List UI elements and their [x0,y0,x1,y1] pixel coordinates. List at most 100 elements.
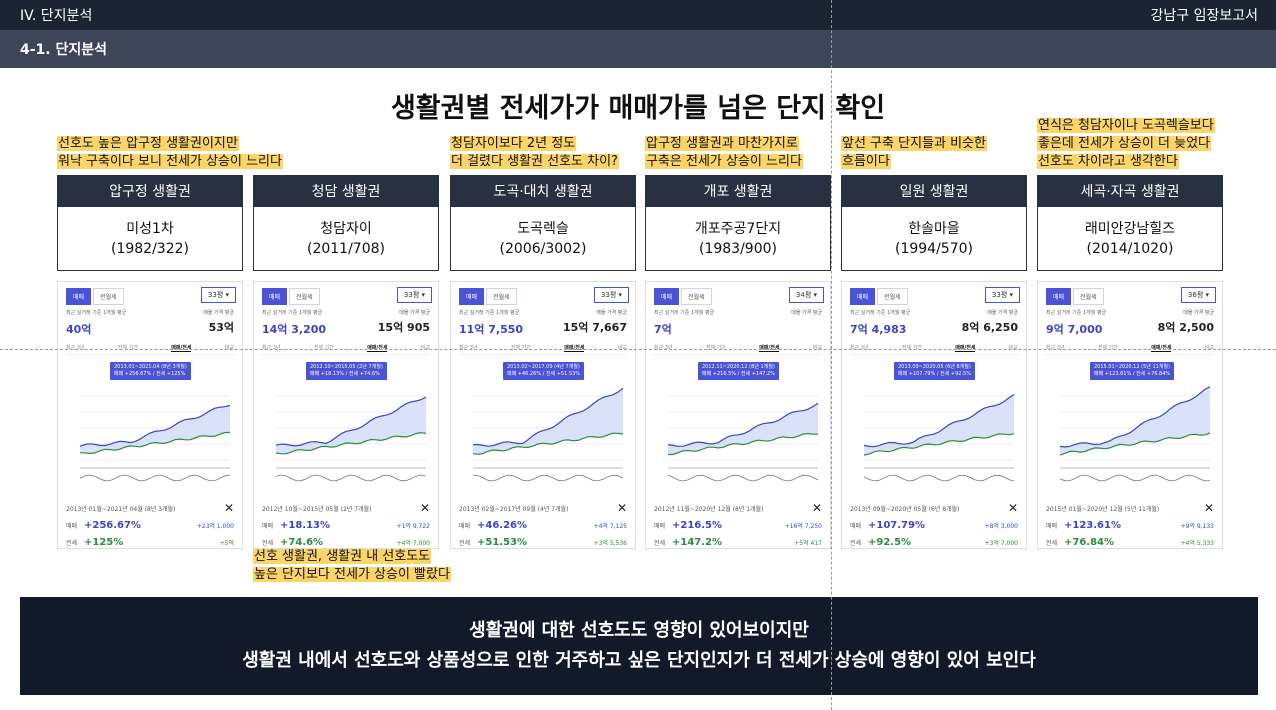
close-icon[interactable]: ✕ [616,501,627,515]
ask-avg-label: 매물 가격 평균 [399,310,430,316]
tab-3y[interactable]: 최근 3년 [66,345,85,351]
tab-sale-jeonse[interactable]: 매매/전세 [1151,345,1172,352]
tab-sale[interactable]: 매매 [654,288,680,305]
size-select[interactable]: 33평 ▾ [593,287,629,303]
tab-sale[interactable]: 매매 [850,288,876,305]
conclusion-line-1: 생활권에 대한 선호도도 영향이 있어보이지만 [469,620,809,641]
period-summary: 2012년 11월~2020년 12월 (8년 1개월) [654,506,764,513]
tab-all[interactable]: 전체 기간 [313,345,334,351]
volume-line [863,474,1015,482]
period-tabs: 최근 3년 전체 기간 매매/전세 비교 [1046,344,1214,355]
recent-avg-label: 최근 실거래 기준 1개월 평균 [262,310,323,316]
tab-sale[interactable]: 매매 [66,288,92,305]
tab-compare[interactable]: 비교 [420,345,430,351]
tab-sale[interactable]: 매매 [1046,288,1072,305]
note-irwon: 앞선 구축 단지들과 비슷한 흐름이다 [841,136,987,169]
tab-compare[interactable]: 비교 [812,345,822,351]
jeonse-line [1059,432,1211,456]
tab-jeonse[interactable]: 전월세 [486,288,517,305]
note-segok: 연식은 청담자이나 도곡렉슬보다 좋은데 전세가 상승이 더 늦었다 선호도 차이라… [1037,118,1215,169]
size-select[interactable]: 36평 ▾ [1180,287,1216,303]
complex-name-box: 도곡렉슬 (2006/3002) [450,207,636,271]
ask-price: 8억 6,250 [961,321,1018,334]
tab-sale-jeonse[interactable]: 매매/전세 [759,345,780,352]
area-header: 일원 생활권 [841,175,1027,207]
tab-all[interactable]: 전체 기간 [117,345,138,351]
recent-price: 40억 [66,323,92,336]
period-tabs: 최근 3년 전체 기간 매매/전세 비교 [654,344,822,355]
sale-line [667,402,819,447]
recent-avg-label: 최근 실거래 기준 1개월 평균 [1046,310,1107,316]
subsection-label: 4-1. 단지분석 [20,42,108,58]
tab-sale-jeonse[interactable]: 매매/전세 [171,345,192,352]
complex-name-box: 청담자이 (2011/708) [253,207,439,271]
sale-change-row: 매매 +216.5% +16억 7,250 [654,520,822,531]
volume-line [79,474,231,482]
close-icon[interactable]: ✕ [1203,501,1214,515]
note-gaepo: 압구정 생활권과 마찬가지로 구축은 전세가 상승이 느리다 [645,136,803,169]
area-header: 청담 생활권 [253,175,439,207]
tab-compare[interactable]: 비교 [617,345,627,351]
tab-3y[interactable]: 최근 3년 [262,345,281,351]
conclusion-box: 생활권에 대한 선호도도 영향이 있어보이지만 생활권 내에서 선호도와 상품성… [20,597,1258,695]
period-summary: 2013년 09월~2020년 05월 (6년 8개월) [850,506,960,513]
period-tabs: 최근 3년 전체 기간 매매/전세 비교 [262,344,430,355]
jeonse-change-row: 전세 +51.53% +3억 5,536 [459,537,627,548]
tab-compare[interactable]: 비교 [224,345,234,351]
size-select[interactable]: 34평 ▾ [788,287,824,303]
deal-tabs: 매매 전월세 [1046,288,1104,305]
ask-avg-label: 매물 가격 평균 [1183,310,1214,316]
tab-3y[interactable]: 최근 3년 [850,345,869,351]
tab-all[interactable]: 전체 기간 [1097,345,1118,351]
tab-jeonse[interactable]: 전월세 [877,288,908,305]
sale-change-row: 매매 +256.67% +23억 1,000 [66,520,234,531]
tab-sale[interactable]: 매매 [262,288,288,305]
tab-all[interactable]: 전체 기간 [510,345,531,351]
area-header: 세곡·자곡 생활권 [1037,175,1223,207]
period-tabs: 최근 3년 전체 기간 매매/전세 비교 [66,344,234,355]
gap-area [473,388,623,455]
tab-all[interactable]: 전체 기간 [901,345,922,351]
size-select[interactable]: 33평 ▾ [984,287,1020,303]
gap-area [1060,386,1210,456]
jeonse-line [472,432,624,455]
tab-compare[interactable]: 비교 [1204,345,1214,351]
ask-price: 53억 [208,321,234,334]
size-select[interactable]: 33평 ▾ [200,287,236,303]
period-summary: 2012년 10월~2015년 05월 (2년 7개월) [262,506,372,513]
tab-jeonse[interactable]: 전월세 [681,288,712,305]
ask-price: 15억 905 [377,321,430,334]
tab-sale-jeonse[interactable]: 매매/전세 [955,345,976,352]
tab-jeonse[interactable]: 전월세 [93,288,124,305]
period-tabs: 최근 3년 전체 기간 매매/전세 비교 [850,344,1018,355]
sale-change-row: 매매 +18.13% +1억 9,722 [262,520,430,531]
deal-tabs: 매매 전월세 [654,288,712,305]
top-header: IV. 단지분석 강남구 임장보고서 [0,0,1276,30]
gap-area [668,403,818,455]
tab-jeonse[interactable]: 전월세 [1073,288,1104,305]
ask-avg-label: 매물 가격 평균 [791,310,822,316]
tab-3y[interactable]: 최근 3년 [654,345,673,351]
size-select[interactable]: 33평 ▾ [396,287,432,303]
tab-sale[interactable]: 매매 [459,288,485,305]
tab-jeonse[interactable]: 전월세 [289,288,320,305]
close-icon[interactable]: ✕ [1007,501,1018,515]
tab-3y[interactable]: 최근 3년 [459,345,478,351]
sale-line [472,387,624,447]
tab-sale-jeonse[interactable]: 매매/전세 [367,345,388,352]
tab-compare[interactable]: 비교 [1008,345,1018,351]
tab-3y[interactable]: 최근 3년 [1046,345,1065,351]
complex-column: 압구정 생활권 미성1차 (1982/322) 매매 전월세 33평 ▾ 최근 … [57,175,243,549]
chart-tooltip: 2013.02~2017.09 (4년 7개월) 매매 +46.26% / 전세 … [503,362,584,380]
close-icon[interactable]: ✕ [223,501,234,515]
chart-tooltip: 2015.01~2020.12 (5년 11개월) 매매 +123.61% / 전… [1090,362,1175,380]
tab-sale-jeonse[interactable]: 매매/전세 [564,345,585,352]
complex-name: 미성1차 [126,220,174,237]
report-label: 강남구 임장보고서 [1150,8,1259,24]
price-chart [1059,386,1211,482]
guide-line-horizontal [0,349,1276,350]
tab-all[interactable]: 전체 기간 [705,345,726,351]
close-icon[interactable]: ✕ [419,501,430,515]
ask-avg-label: 매물 가격 평균 [987,310,1018,316]
close-icon[interactable]: ✕ [811,501,822,515]
